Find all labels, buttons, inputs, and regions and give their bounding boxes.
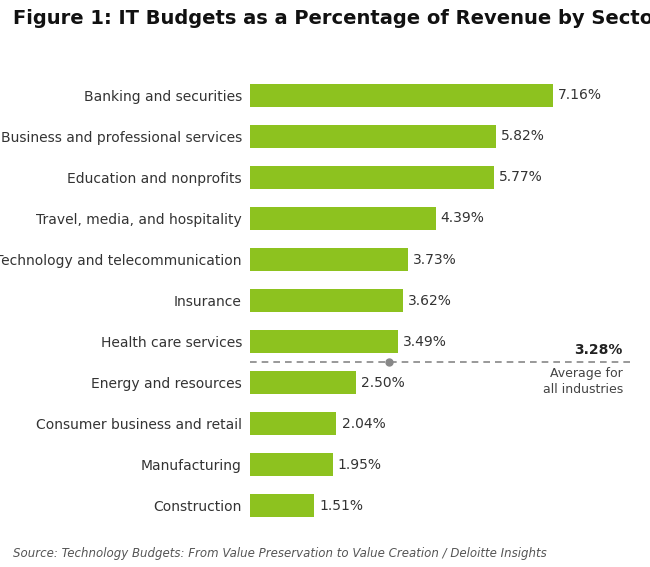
Text: 3.73%: 3.73% — [413, 252, 457, 266]
Text: 5.82%: 5.82% — [501, 129, 545, 143]
Text: 1.95%: 1.95% — [338, 458, 382, 472]
Bar — [250, 125, 496, 149]
Bar — [250, 248, 408, 272]
Bar — [250, 371, 356, 395]
Text: 2.04%: 2.04% — [341, 417, 385, 430]
Text: Average for
all industries: Average for all industries — [543, 367, 623, 396]
Bar — [250, 206, 436, 230]
Text: Source: Technology Budgets: From Value Preservation to Value Creation / Deloitte: Source: Technology Budgets: From Value P… — [13, 547, 547, 560]
Text: 3.62%: 3.62% — [408, 294, 452, 307]
Bar — [250, 412, 337, 435]
Text: 2.50%: 2.50% — [361, 375, 405, 390]
Bar — [250, 494, 314, 518]
Text: 4.39%: 4.39% — [441, 211, 485, 226]
Text: 3.28%: 3.28% — [575, 343, 623, 357]
Bar — [250, 452, 333, 476]
Text: 3.49%: 3.49% — [403, 335, 447, 349]
Text: 1.51%: 1.51% — [319, 498, 363, 513]
Bar — [250, 289, 403, 312]
Bar — [250, 83, 552, 107]
Text: 5.77%: 5.77% — [499, 171, 543, 184]
Bar — [250, 329, 398, 353]
Text: 7.16%: 7.16% — [558, 88, 602, 103]
Text: Figure 1: IT Budgets as a Percentage of Revenue by Sector: Figure 1: IT Budgets as a Percentage of … — [13, 9, 650, 28]
Bar — [250, 166, 494, 189]
